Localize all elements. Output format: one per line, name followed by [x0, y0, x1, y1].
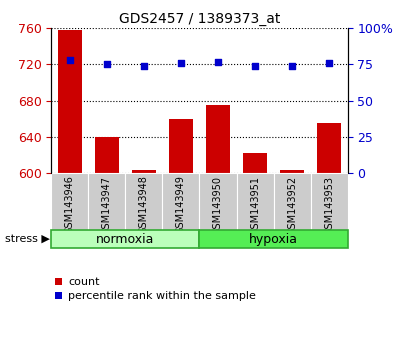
Bar [206, 105, 230, 173]
Bar [58, 30, 82, 173]
Bar [126, 173, 162, 230]
Text: GSM143950: GSM143950 [213, 176, 223, 235]
Text: hypoxia: hypoxia [249, 233, 298, 246]
Bar [243, 153, 267, 173]
Text: normoxia: normoxia [96, 233, 154, 246]
Point [215, 59, 221, 64]
Text: percentile rank within the sample: percentile rank within the sample [68, 291, 256, 301]
Bar [169, 119, 193, 173]
Text: count: count [68, 277, 100, 287]
Bar [132, 170, 156, 173]
Bar [88, 173, 126, 230]
Bar [274, 173, 310, 230]
Point [178, 60, 184, 66]
Text: GSM143951: GSM143951 [250, 176, 260, 235]
Bar [95, 137, 119, 173]
Bar [310, 173, 348, 230]
FancyBboxPatch shape [51, 230, 199, 248]
Bar [162, 173, 199, 230]
Text: GSM143953: GSM143953 [324, 176, 334, 235]
Text: GSM143949: GSM143949 [176, 176, 186, 234]
Bar [280, 170, 304, 173]
FancyBboxPatch shape [199, 230, 348, 248]
Point [289, 63, 295, 69]
Point [104, 62, 110, 67]
Text: stress ▶: stress ▶ [5, 234, 49, 244]
Bar [199, 173, 237, 230]
Point [141, 63, 147, 69]
Point [326, 60, 332, 66]
Point [252, 63, 258, 69]
Text: GSM143946: GSM143946 [65, 176, 75, 234]
Text: GSM143947: GSM143947 [102, 176, 112, 235]
Point [67, 57, 73, 63]
Bar [237, 173, 274, 230]
Title: GDS2457 / 1389373_at: GDS2457 / 1389373_at [119, 12, 280, 26]
Bar [317, 123, 341, 173]
Text: GSM143948: GSM143948 [139, 176, 149, 234]
Text: GSM143952: GSM143952 [287, 176, 297, 235]
Bar [51, 173, 88, 230]
